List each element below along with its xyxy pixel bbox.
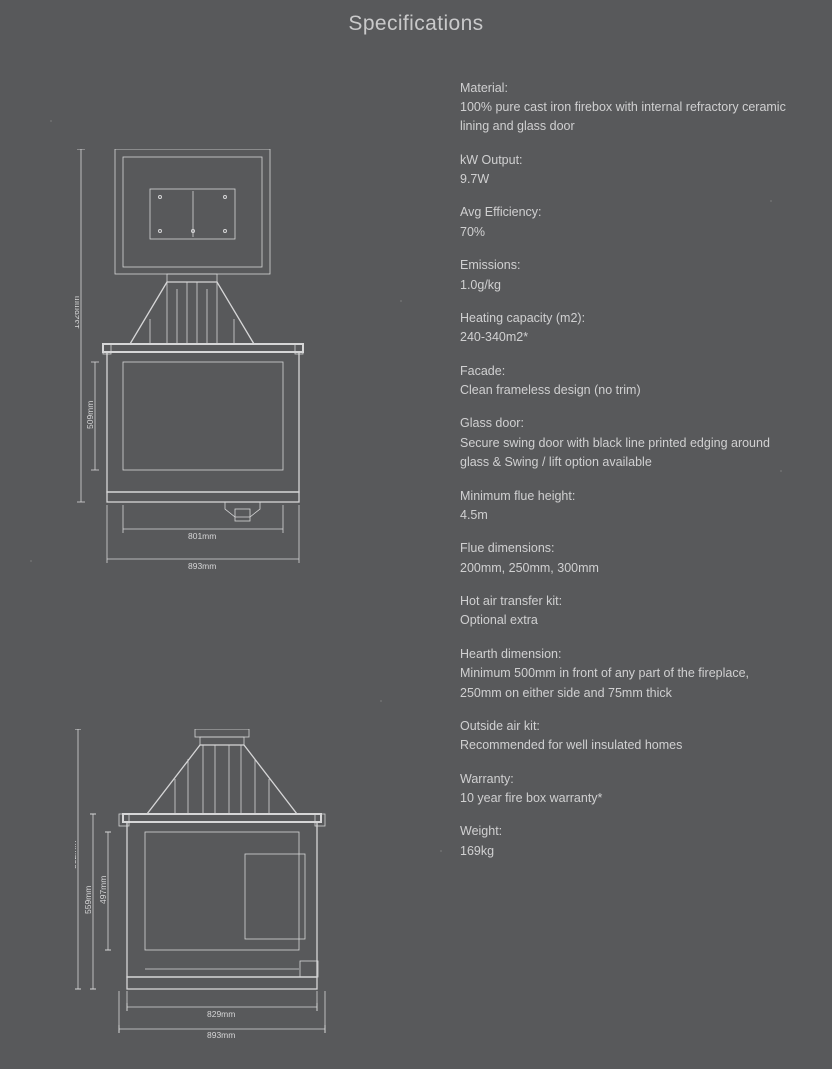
spec-value: 100% pure cast iron firebox with interna… (460, 98, 787, 137)
spec-value: 240-340m2* (460, 328, 787, 347)
spec-value: Optional extra (460, 611, 787, 630)
spec-value: 200mm, 250mm, 300mm (460, 559, 787, 578)
spec-value: Minimum 500mm in front of any part of th… (460, 664, 787, 703)
dim-801: 801mm (188, 531, 216, 541)
spec-item: Weight:169kg (460, 822, 787, 861)
dim-559: 559mm (83, 885, 93, 913)
dim-509: 509mm (85, 400, 95, 428)
spec-item: Flue dimensions:200mm, 250mm, 300mm (460, 539, 787, 578)
dim-893b: 893mm (207, 1030, 235, 1039)
spec-item: Heating capacity (m2):240-340m2* (460, 309, 787, 348)
spec-label: Minimum flue height: (460, 487, 787, 506)
spec-label: Weight: (460, 822, 787, 841)
spec-value: 10 year fire box warranty* (460, 789, 787, 808)
spec-value: 70% (460, 223, 787, 242)
spec-value: Recommended for well insulated homes (460, 736, 787, 755)
dim-1326: 1326mm (75, 295, 81, 328)
spec-item: Emissions:1.0g/kg (460, 256, 787, 295)
spec-value: Secure swing door with black line printe… (460, 434, 787, 473)
spec-label: kW Output: (460, 151, 787, 170)
spec-label: Avg Efficiency: (460, 203, 787, 222)
spec-label: Emissions: (460, 256, 787, 275)
spec-label: Flue dimensions: (460, 539, 787, 558)
spec-item: Hot air transfer kit:Optional extra (460, 592, 787, 631)
spec-item: Glass door:Secure swing door with black … (460, 414, 787, 472)
spec-item: Material:100% pure cast iron firebox wit… (460, 79, 787, 137)
dim-832: 832mm (75, 840, 78, 868)
spec-label: Facade: (460, 362, 787, 381)
spec-item: Facade:Clean frameless design (no trim) (460, 362, 787, 401)
diagrams-column: 1326mm 509mm 801mm 893mm (0, 79, 460, 1069)
spec-value: 1.0g/kg (460, 276, 787, 295)
spec-item: Minimum flue height:4.5m (460, 487, 787, 526)
spec-item: Warranty:10 year fire box warranty* (460, 770, 787, 809)
spec-label: Hearth dimension: (460, 645, 787, 664)
spec-label: Outside air kit: (460, 717, 787, 736)
dim-893: 893mm (188, 561, 216, 571)
dim-497: 497mm (98, 875, 108, 903)
specifications-list: Material:100% pure cast iron firebox wit… (460, 79, 832, 1069)
diagram-1: 1326mm 509mm 801mm 893mm (75, 149, 425, 579)
spec-label: Glass door: (460, 414, 787, 433)
spec-item: Outside air kit:Recommended for well ins… (460, 717, 787, 756)
spec-item: kW Output:9.7W (460, 151, 787, 190)
spec-value: Clean frameless design (no trim) (460, 381, 787, 400)
spec-label: Warranty: (460, 770, 787, 789)
diagram-2: 832mm 559mm 497mm 829mm 893mm (75, 729, 425, 1069)
content-row: 1326mm 509mm 801mm 893mm (0, 79, 832, 1069)
spec-value: 9.7W (460, 170, 787, 189)
spec-label: Heating capacity (m2): (460, 309, 787, 328)
spec-item: Hearth dimension:Minimum 500mm in front … (460, 645, 787, 703)
page-title: Specifications (0, 0, 832, 41)
spec-label: Hot air transfer kit: (460, 592, 787, 611)
spec-item: Avg Efficiency:70% (460, 203, 787, 242)
spec-label: Material: (460, 79, 787, 98)
spec-value: 169kg (460, 842, 787, 861)
spec-value: 4.5m (460, 506, 787, 525)
dim-829: 829mm (207, 1009, 235, 1019)
